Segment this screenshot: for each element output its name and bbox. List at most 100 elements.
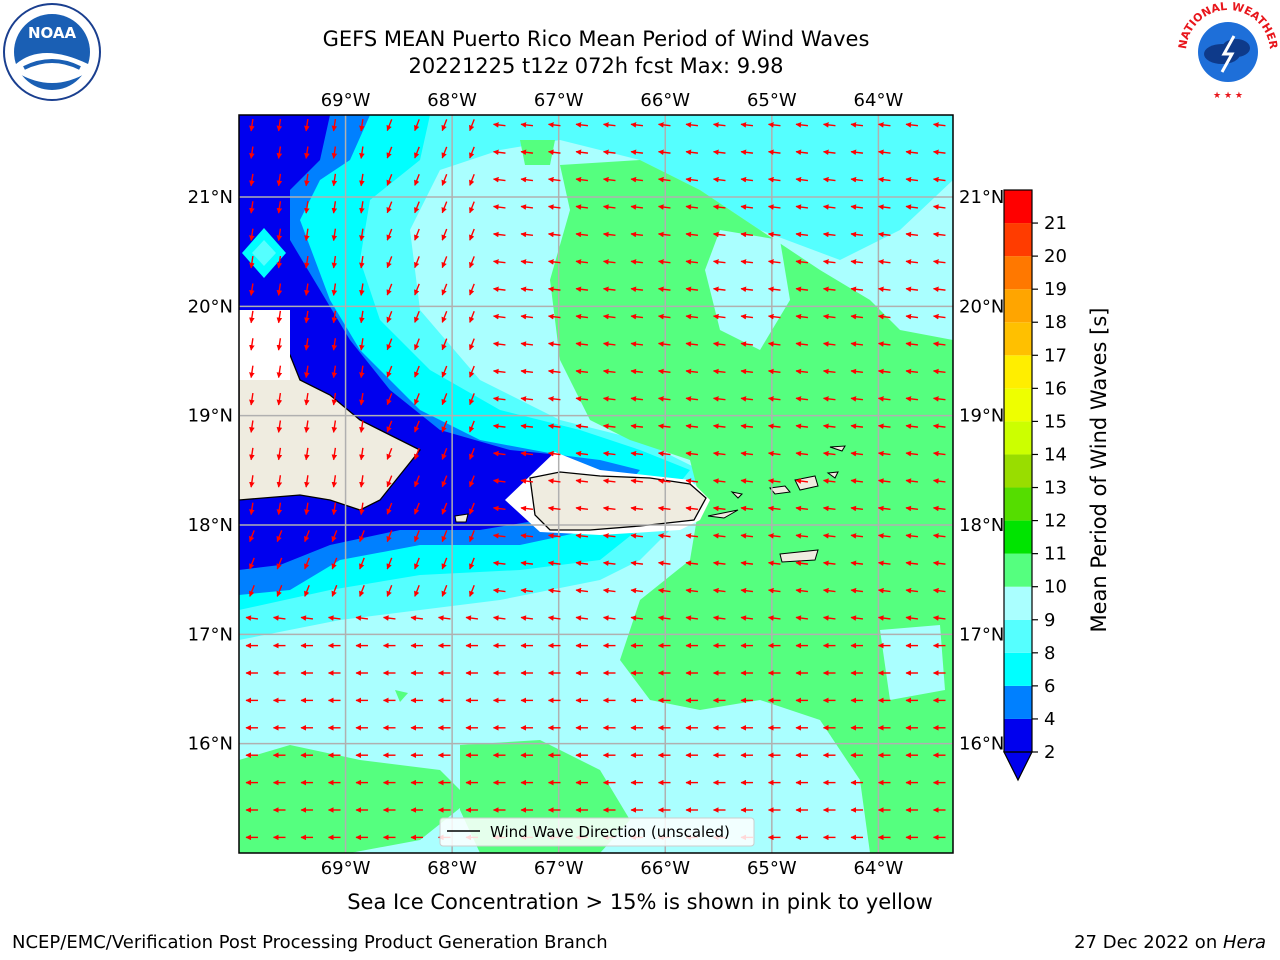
- wind-arrow: [850, 368, 864, 375]
- wind-arrow: [304, 502, 310, 516]
- wind-arrow: [414, 146, 420, 159]
- wind-arrow: [602, 423, 616, 430]
- wind-arrow: [441, 447, 448, 460]
- wind-arrow: [657, 368, 671, 375]
- wind-arrow: [602, 615, 616, 621]
- wind-arrow: [441, 201, 448, 214]
- wind-arrow: [850, 587, 864, 594]
- colorbar-swatch: [1004, 718, 1032, 752]
- wind-arrow: [905, 204, 919, 210]
- wind-arrow: [740, 313, 754, 320]
- wind-arrow: [331, 530, 338, 543]
- wind-arrow: [469, 420, 475, 433]
- wind-arrow: [520, 396, 534, 402]
- wind-arrow: [630, 286, 644, 293]
- longitude-label: 67°W: [534, 90, 584, 111]
- wind-arrow: [932, 587, 946, 594]
- wind-arrow: [657, 615, 671, 621]
- wind-arrow: [492, 341, 506, 347]
- wind-arrow: [414, 310, 420, 323]
- wind-arrow: [304, 584, 310, 597]
- wind-arrow: [492, 450, 506, 457]
- wind-arrow: [492, 615, 506, 621]
- wind-arrow: [520, 149, 534, 156]
- wind-arrow: [575, 122, 589, 128]
- wind-arrow: [712, 396, 726, 402]
- wind-arrow: [249, 584, 255, 597]
- wind-arrow: [276, 255, 283, 269]
- wind-arrow: [795, 259, 809, 265]
- wind-arrow: [547, 286, 561, 293]
- wind-arrow: [850, 423, 864, 430]
- sea-ice-note: Sea Ice Concentration > 15% is shown in …: [347, 890, 933, 914]
- wind-arrow: [414, 420, 420, 433]
- wind-arrow: [359, 338, 365, 351]
- wind-arrow: [822, 478, 836, 484]
- wind-arrow: [932, 259, 946, 265]
- wind-arrow: [414, 393, 420, 406]
- wind-arrow: [685, 231, 699, 238]
- colorbar-swatch: [1004, 256, 1032, 290]
- wind-arrow: [767, 259, 781, 265]
- wind-arrow: [712, 231, 726, 238]
- longitude-label: 67°W: [534, 858, 584, 879]
- wind-arrow: [740, 231, 754, 238]
- wind-arrow: [657, 176, 671, 183]
- wind-arrow: [602, 259, 616, 265]
- wind-arrow: [905, 149, 919, 156]
- wind-arrow: [932, 396, 946, 402]
- wind-arrow: [386, 420, 393, 433]
- wind-arrow: [276, 118, 283, 132]
- wind-arrow: [249, 310, 255, 324]
- wind-arrow: [877, 204, 891, 210]
- wind-arrow: [740, 615, 754, 621]
- latitude-label: 21°N: [188, 187, 233, 208]
- wind-arrow: [685, 478, 699, 484]
- wind-arrow: [331, 228, 338, 242]
- wind-arrow: [767, 341, 781, 347]
- wind-arrow: [740, 533, 754, 539]
- wind-arrow: [575, 505, 589, 512]
- wind-arrow: [520, 587, 534, 594]
- wind-arrow: [905, 286, 919, 293]
- latitude-label: 16°N: [188, 734, 233, 755]
- wind-arrow: [547, 478, 561, 484]
- wind-arrow: [602, 176, 616, 183]
- wind-arrow: [602, 560, 616, 567]
- wind-arrow: [359, 255, 365, 269]
- wind-arrow: [386, 256, 393, 269]
- wind-arrow: [304, 283, 310, 296]
- wind-arrow: [304, 392, 310, 406]
- colorbar-tick-label: 21: [1044, 213, 1067, 234]
- longitude-label: 68°W: [427, 858, 477, 879]
- noaa-logo-text: NOAA: [28, 24, 77, 42]
- latitude-label: 18°N: [188, 515, 233, 536]
- wind-arrow: [850, 615, 864, 621]
- wind-arrow: [469, 475, 475, 488]
- colorbar-swatch: [1004, 586, 1032, 620]
- wind-arrow: [520, 176, 534, 183]
- wind-arrow: [469, 119, 475, 132]
- latitude-label: 17°N: [959, 624, 1004, 645]
- wind-arrow: [386, 475, 393, 488]
- wind-arrow: [822, 176, 836, 183]
- colorbar-tick-label: 6: [1044, 676, 1055, 697]
- wind-arrow: [932, 231, 946, 238]
- wind-arrow: [547, 560, 561, 567]
- wind-arrow: [767, 313, 781, 320]
- wind-arrow: [795, 478, 809, 484]
- wind-arrow: [276, 365, 283, 379]
- wind-arrow: [712, 259, 726, 265]
- wind-arrow: [492, 231, 506, 238]
- wind-arrow: [441, 530, 448, 543]
- wind-arrow: [249, 146, 255, 159]
- wind-arrow: [712, 423, 726, 430]
- wind-arrow: [822, 423, 836, 430]
- colorbar-swatch: [1004, 223, 1032, 257]
- wind-arrow: [414, 173, 420, 186]
- wind-arrow: [795, 286, 809, 293]
- wind-arrow: [877, 122, 891, 128]
- wind-arrow: [602, 368, 616, 375]
- wind-arrow: [795, 149, 809, 156]
- wind-arrow: [520, 231, 534, 238]
